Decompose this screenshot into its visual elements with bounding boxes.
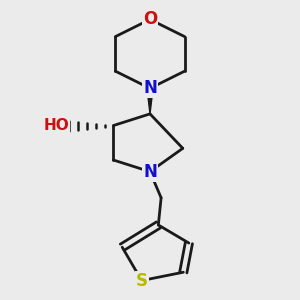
Text: N: N: [143, 163, 157, 181]
Text: O: O: [143, 11, 157, 28]
Polygon shape: [147, 88, 153, 114]
Text: N: N: [143, 79, 157, 97]
Text: S: S: [136, 272, 148, 290]
Text: HO: HO: [44, 118, 69, 133]
